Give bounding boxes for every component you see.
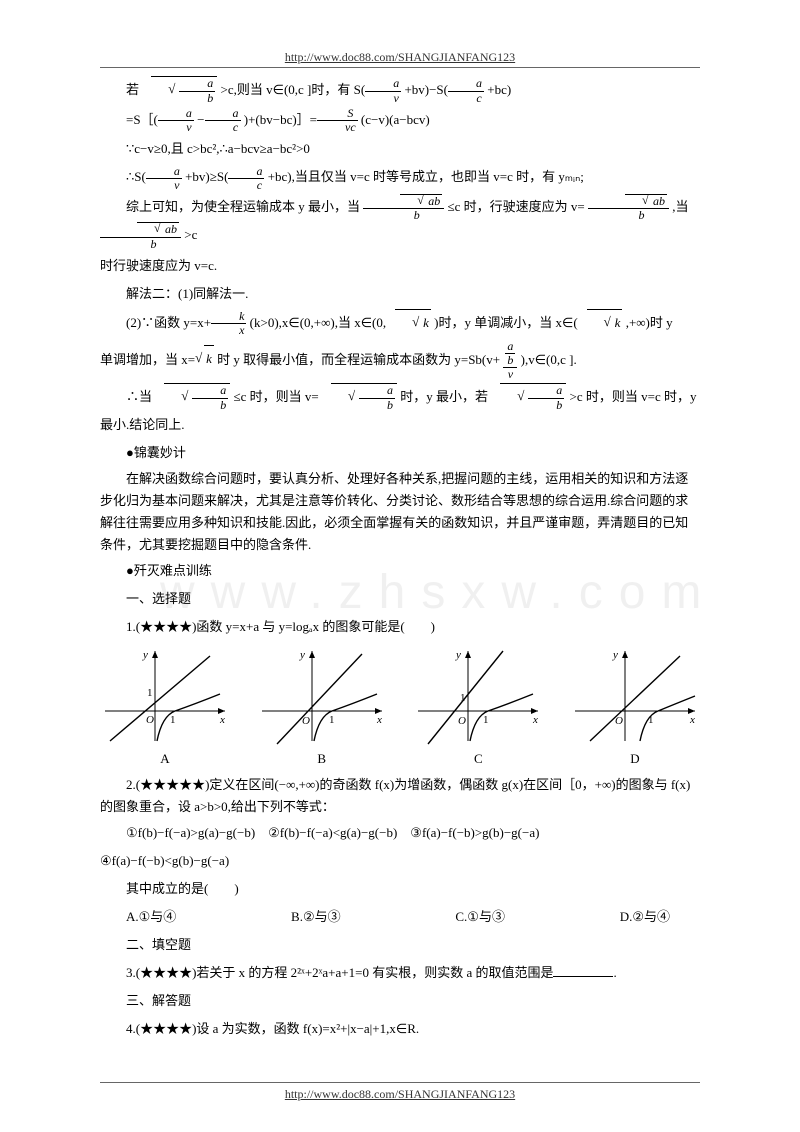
subsection-blank: 二、填空题: [100, 932, 700, 958]
graph-a-svg: x y O 1 1: [100, 646, 230, 746]
math-line-8: (2)∵函数 y=x+kx (k>0),x∈(0,+∞),当 x∈(0,k )时…: [100, 309, 700, 338]
math-line-2: =S［(av −ac )+(bv−bc)］=Svc (c−v)(a−bcv): [100, 107, 700, 135]
svg-text:y: y: [299, 649, 305, 661]
question-2-options: A.①与④ B.②与③ C.①与③ D.②与④: [100, 904, 700, 930]
page-footer: http://www.doc88.com/SHANGJIANFANG123: [100, 1082, 700, 1102]
math-line-9: 单调增加，当 x=k 时 y 取得最小值，而全程运输成本函数为 y=Sb(v+ …: [100, 340, 700, 382]
graph-d-label: D: [630, 751, 639, 766]
graph-b: x y O 1 B: [257, 646, 387, 772]
option-c: C.①与③: [429, 904, 505, 930]
math-line-6: 时行驶速度应为 v=c.: [100, 253, 700, 279]
option-d: D.②与④: [594, 904, 670, 930]
svg-text:y: y: [455, 649, 461, 661]
graph-c: x y O 1 1 C: [413, 646, 543, 772]
math-line-7: 解法二：(1)同解法一.: [100, 281, 700, 307]
option-a: A.①与④: [100, 904, 176, 930]
math-line-10: ∴当 ab ≤c 时，则当 v= ab 时，y 最小，若 ab >c 时，则当 …: [100, 383, 700, 438]
option-b: B.②与③: [265, 904, 341, 930]
question-1: 1.(★★★★)函数 y=x+a 与 y=logₐx 的图象可能是( ): [100, 614, 700, 640]
question-3: 3.(★★★★)若关于 x 的方程 2²ˣ+2ˣa+a+1=0 有实根，则实数 …: [100, 960, 700, 986]
graph-c-label: C: [474, 751, 483, 766]
graph-c-svg: x y O 1 1: [413, 646, 543, 746]
answer-blank: [553, 963, 613, 977]
svg-text:x: x: [219, 714, 225, 726]
svg-text:x: x: [532, 714, 538, 726]
question-2c: ④f(a)−f(−b)<g(b)−g(−a): [100, 848, 700, 874]
section-tips: ●锦囊妙计: [100, 440, 700, 466]
svg-text:1: 1: [147, 687, 153, 699]
document-body: 若 ab >c,则当 v∈(0,c ]时，有 S(av +bv)−S(ac +b…: [100, 76, 700, 1042]
graph-row: x y O 1 1 A x y O 1 B: [100, 646, 700, 772]
graph-d: x y O 1 D: [570, 646, 700, 772]
math-line-1: 若 ab >c,则当 v∈(0,c ]时，有 S(av +bv)−S(ac +b…: [100, 76, 700, 105]
graph-b-label: B: [317, 751, 326, 766]
subsection-answer: 三、解答题: [100, 988, 700, 1014]
svg-text:x: x: [376, 714, 382, 726]
math-line-3: ∵c−v≥0,且 c>bc²,∴a−bcv≥a−bc²>0: [100, 136, 700, 162]
question-2d: 其中成立的是( ): [100, 876, 700, 902]
graph-b-svg: x y O 1: [257, 646, 387, 746]
svg-text:O: O: [458, 715, 466, 727]
svg-text:x: x: [689, 714, 695, 726]
svg-text:1: 1: [329, 714, 335, 726]
svg-text:1: 1: [483, 714, 489, 726]
svg-text:1: 1: [170, 714, 176, 726]
graph-d-svg: x y O 1: [570, 646, 700, 746]
svg-text:y: y: [142, 649, 148, 661]
math-line-5: 综上可知，为使全程运输成本 y 最小，当 abb ≤c 时，行驶速度应为 v= …: [100, 194, 700, 251]
section-exercises: ●歼灭难点训练: [100, 558, 700, 584]
svg-text:O: O: [146, 714, 154, 726]
graph-a-label: A: [160, 751, 169, 766]
question-4: 4.(★★★★)设 a 为实数，函数 f(x)=x²+|x−a|+1,x∈R.: [100, 1016, 700, 1042]
math-line-4: ∴S(av +bv)≥S(ac +bc),当且仅当 v=c 时等号成立，也即当 …: [100, 164, 700, 192]
page-header: http://www.doc88.com/SHANGJIANFANG123: [100, 50, 700, 68]
subsection-choice: 一、选择题: [100, 586, 700, 612]
graph-a: x y O 1 1 A: [100, 646, 230, 772]
svg-text:y: y: [612, 649, 618, 661]
question-2b: ①f(b)−f(−a)>g(a)−g(−b) ②f(b)−f(−a)<g(a)−…: [100, 820, 700, 846]
tips-paragraph: 在解决函数综合问题时，要认真分析、处理好各种关系,把握问题的主线，运用相关的知识…: [100, 468, 700, 556]
question-2a: 2.(★★★★★)定义在区间(−∞,+∞)的奇函数 f(x)为增函数，偶函数 g…: [100, 774, 700, 818]
